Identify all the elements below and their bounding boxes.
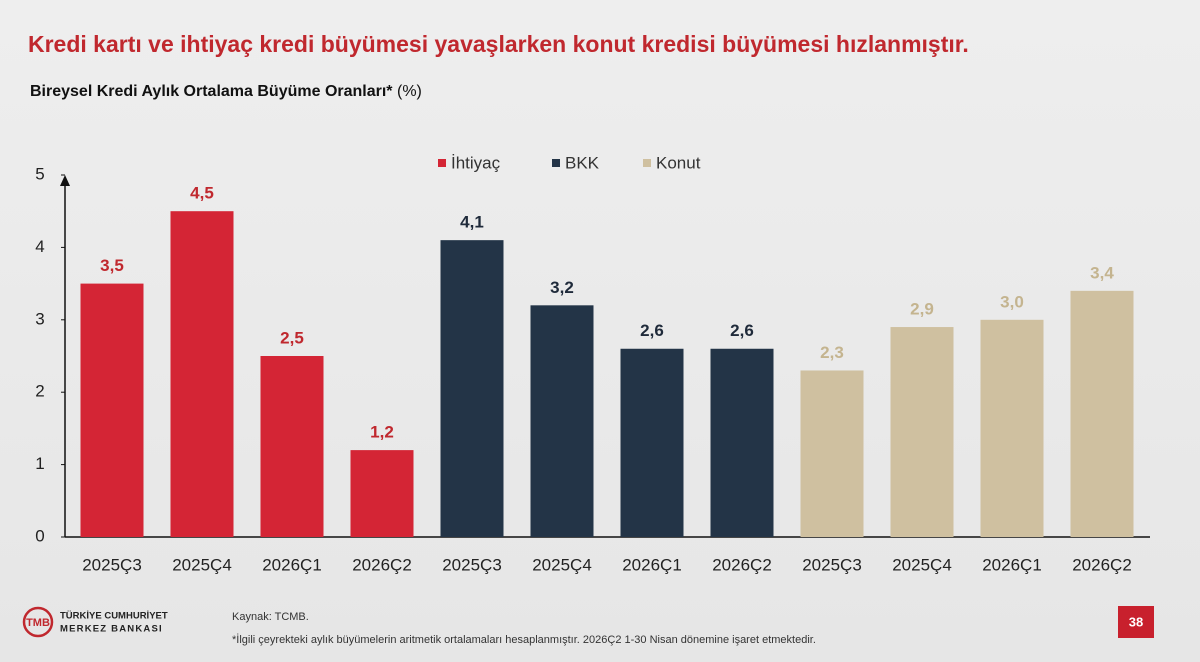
bar <box>1070 290 1134 537</box>
x-tick-label: 2026Ç2 <box>1072 555 1132 574</box>
bar <box>350 450 414 537</box>
legend-swatch <box>552 159 560 167</box>
value-label: 2,5 <box>280 328 304 347</box>
legend-label: BKK <box>565 153 600 172</box>
page-number: 38 <box>1129 614 1143 629</box>
x-tick-label: 2025Ç4 <box>892 555 952 574</box>
x-tick-label: 2025Ç3 <box>82 555 142 574</box>
bar <box>890 327 954 537</box>
x-tick-label: 2026Ç1 <box>622 555 682 574</box>
source: Kaynak: TCMB. <box>232 611 309 623</box>
legend-swatch <box>643 159 651 167</box>
x-tick-label: 2026Ç2 <box>352 555 412 574</box>
bar <box>530 305 594 537</box>
bar <box>620 348 684 537</box>
logo-line1: TÜRKİYE CUMHURİYET <box>60 611 168 622</box>
x-tick-label: 2025Ç4 <box>172 555 232 574</box>
logo-ring <box>22 606 54 638</box>
bar <box>170 211 234 537</box>
value-label: 4,1 <box>460 213 484 232</box>
y-tick-label: 2 <box>35 382 44 401</box>
value-label: 3,5 <box>100 256 124 275</box>
value-label: 4,5 <box>190 184 214 203</box>
x-tick-label: 2025Ç4 <box>532 555 592 574</box>
bar <box>710 348 774 537</box>
legend-swatch <box>438 159 446 167</box>
bar <box>260 356 324 537</box>
y-tick-label: 3 <box>35 309 44 328</box>
x-tick-label: 2025Ç3 <box>802 555 862 574</box>
page-badge <box>1118 606 1154 638</box>
value-label: 2,6 <box>640 321 664 340</box>
y-axis-arrow <box>60 175 70 186</box>
value-label: 1,2 <box>370 423 394 442</box>
bar <box>80 283 144 537</box>
footnote: *İlgili çeyrekteki aylık büyümelerin ari… <box>232 633 816 646</box>
y-tick-label: 4 <box>35 237 44 256</box>
subtitle-unit: (%) <box>397 83 422 100</box>
x-tick-label: 2026Ç1 <box>262 555 322 574</box>
chart-subtitle: Bireysel Kredi Aylık Ortalama Büyüme Ora… <box>30 83 422 100</box>
logo-mark: TMB <box>26 617 50 629</box>
logo-line2: MERKEZ BANKASI <box>60 624 163 635</box>
x-tick-label: 2026Ç2 <box>712 555 772 574</box>
y-tick-label: 1 <box>35 454 44 473</box>
legend-label: Konut <box>656 153 701 172</box>
bar <box>800 370 864 537</box>
logo: TMB <box>22 606 54 638</box>
bar <box>440 240 504 537</box>
value-label: 3,0 <box>1000 292 1024 311</box>
value-label: 2,6 <box>730 321 754 340</box>
y-tick-label: 0 <box>35 526 44 545</box>
value-label: 2,3 <box>820 343 844 362</box>
slide-title: Kredi kartı ve ihtiyaç kredi büyümesi ya… <box>28 31 969 57</box>
x-tick-label: 2026Ç1 <box>982 555 1042 574</box>
value-label: 3,2 <box>550 278 574 297</box>
legend-label: İhtiyaç <box>451 153 501 172</box>
subtitle-text: Bireysel Kredi Aylık Ortalama Büyüme Ora… <box>30 83 393 100</box>
y-tick-label: 5 <box>35 164 44 183</box>
value-label: 3,4 <box>1090 263 1114 282</box>
bar <box>980 319 1044 537</box>
x-tick-label: 2025Ç3 <box>442 555 502 574</box>
value-label: 2,9 <box>910 300 934 319</box>
